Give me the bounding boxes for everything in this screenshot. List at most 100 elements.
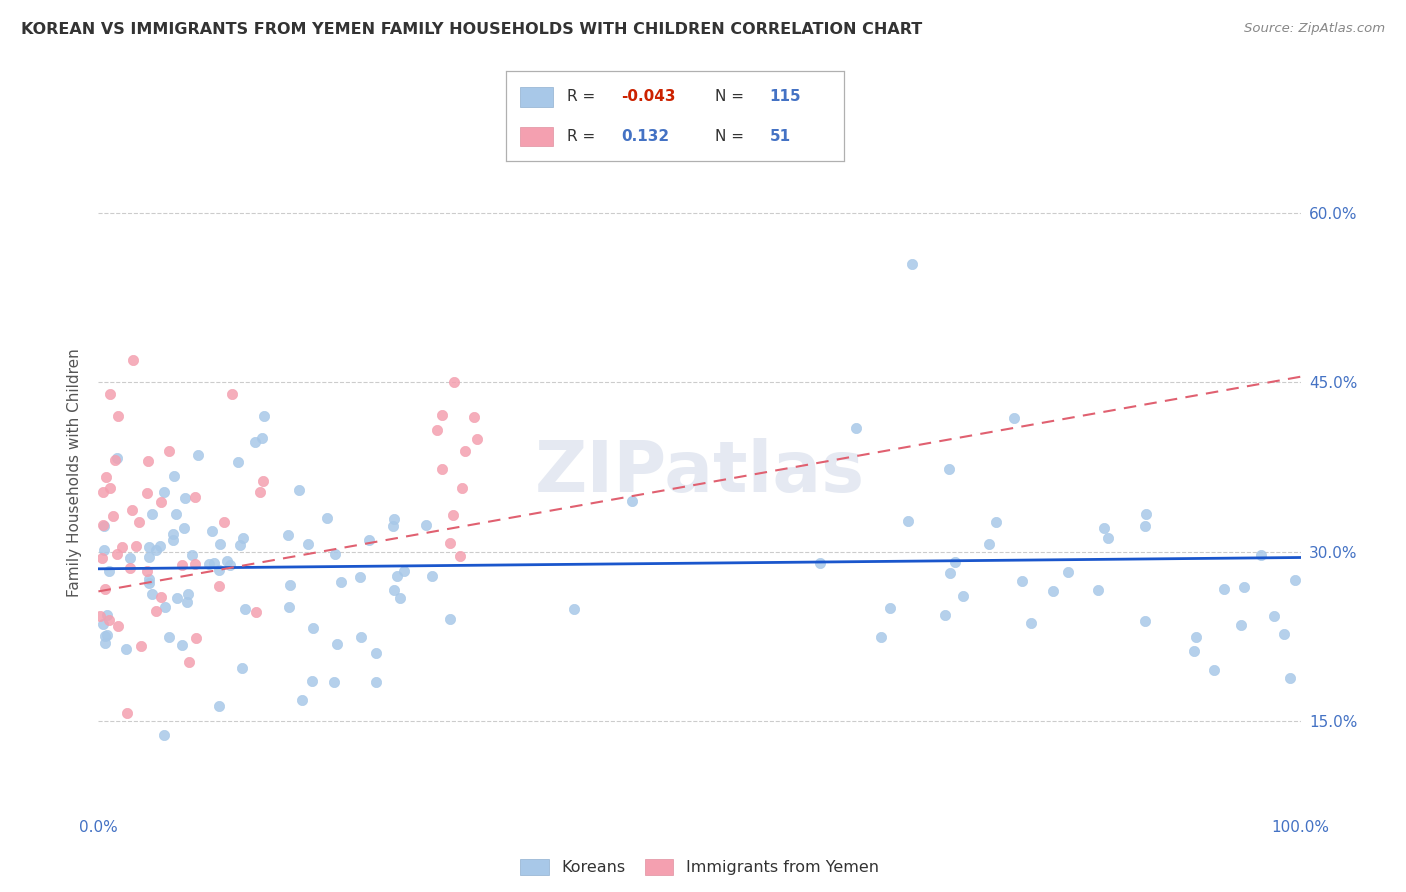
Point (118, 551, 141, 566)
Point (364, 675, 387, 690)
Point (229, 538, 252, 552)
Point (152, 728, 174, 742)
Text: ZIPatlas: ZIPatlas (534, 438, 865, 508)
Point (141, 586, 163, 600)
Point (149, 539, 172, 553)
Point (141, 508, 163, 522)
Point (159, 443, 181, 458)
Point (97, 564, 120, 578)
Point (121, 352, 143, 367)
Point (450, 481, 472, 495)
Point (221, 387, 243, 401)
Point (145, 543, 167, 558)
Point (138, 572, 160, 586)
Point (208, 578, 231, 592)
Point (1087, 583, 1109, 598)
Text: KOREAN VS IMMIGRANTS FROM YEMEN FAMILY HOUSEHOLDS WITH CHILDREN CORRELATION CHAR: KOREAN VS IMMIGRANTS FROM YEMEN FAMILY H… (21, 22, 922, 37)
Point (350, 630, 373, 644)
Point (232, 532, 254, 546)
Point (145, 604, 167, 618)
Point (392, 564, 415, 578)
Point (172, 638, 194, 652)
Point (212, 516, 235, 530)
Point (287, 483, 309, 497)
Point (128, 515, 150, 529)
Point (245, 434, 267, 449)
Point (443, 508, 465, 522)
Point (562, 602, 585, 616)
Text: -0.043: -0.043 (621, 89, 675, 104)
Text: N =: N = (716, 89, 744, 104)
Point (114, 642, 136, 657)
Point (173, 521, 195, 535)
Point (105, 547, 128, 561)
Point (162, 533, 184, 548)
Point (177, 587, 200, 601)
Point (1042, 584, 1064, 599)
Point (323, 674, 346, 689)
Point (1272, 627, 1295, 641)
Point (125, 540, 148, 554)
Point (93, 484, 115, 499)
Point (277, 528, 299, 542)
Point (323, 547, 346, 561)
Point (94, 636, 117, 650)
Point (138, 454, 160, 468)
Point (138, 576, 160, 591)
Legend: Koreans, Immigrants from Yemen: Koreans, Immigrants from Yemen (513, 853, 886, 881)
Point (208, 563, 231, 577)
Point (131, 640, 153, 654)
Point (1097, 531, 1119, 545)
Point (420, 569, 443, 583)
Point (135, 486, 157, 500)
Point (162, 526, 184, 541)
Point (204, 556, 226, 570)
Text: Source: ZipAtlas.com: Source: ZipAtlas.com (1244, 22, 1385, 36)
Point (104, 452, 127, 467)
Point (98, 386, 121, 401)
Text: 115: 115 (769, 89, 801, 104)
Point (105, 450, 128, 465)
Point (984, 515, 1007, 529)
Point (97, 613, 120, 627)
Text: N =: N = (716, 128, 744, 144)
Point (121, 503, 143, 517)
Bar (520, 87, 554, 107)
Point (845, 421, 868, 435)
Point (934, 607, 956, 622)
Point (1250, 548, 1272, 562)
Point (149, 495, 172, 509)
Point (297, 537, 319, 551)
Point (939, 566, 962, 581)
Point (349, 570, 371, 584)
Point (465, 432, 488, 446)
Point (938, 461, 960, 475)
Point (1284, 573, 1306, 587)
Point (1094, 521, 1116, 535)
Point (245, 605, 267, 619)
Point (253, 409, 276, 423)
Point (89, 608, 111, 623)
Point (252, 474, 274, 488)
Point (326, 637, 349, 651)
Point (1229, 618, 1251, 632)
Point (443, 376, 465, 390)
Point (415, 518, 437, 533)
Point (233, 601, 256, 615)
Point (1011, 574, 1033, 589)
Point (1019, 615, 1042, 630)
Point (166, 591, 188, 605)
Point (180, 548, 202, 562)
Point (900, 257, 922, 271)
Point (94, 582, 117, 596)
Point (153, 599, 176, 614)
Point (943, 555, 966, 569)
Point (426, 423, 449, 437)
Point (170, 558, 193, 573)
Point (231, 661, 253, 675)
Point (93, 519, 115, 533)
Point (226, 454, 249, 468)
Point (138, 540, 160, 554)
Point (439, 536, 461, 550)
Point (111, 540, 134, 554)
